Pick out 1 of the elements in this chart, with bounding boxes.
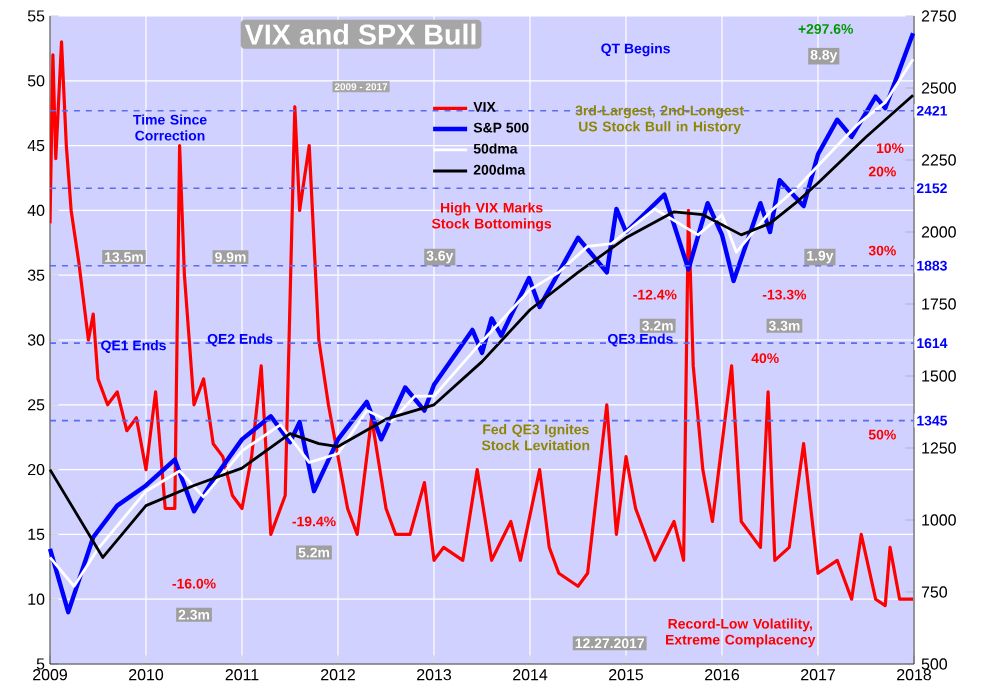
chart-title: VIX and SPX Bull <box>244 23 476 45</box>
